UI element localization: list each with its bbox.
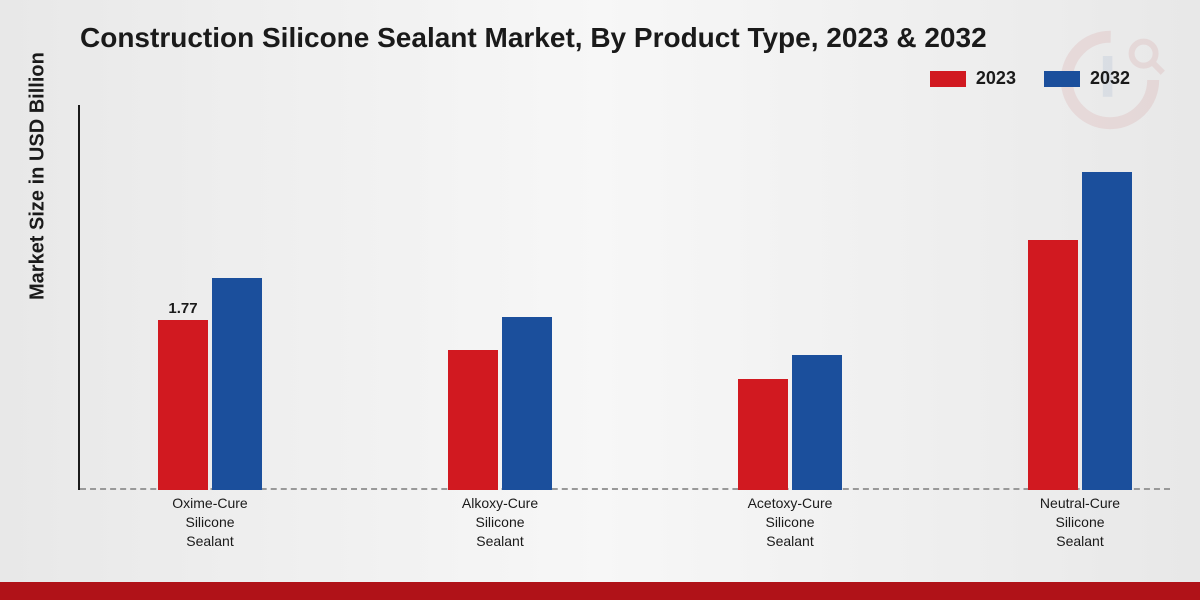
legend-item-2032: 2032 [1044, 68, 1130, 89]
bar-2023-cat2 [738, 379, 788, 490]
bar-2032-cat3 [1082, 172, 1132, 490]
bar-2023-cat3 [1028, 240, 1078, 490]
bar-2023-cat0: 1.77 [158, 320, 208, 490]
x-axis-label: Oxime-CureSiliconeSealant [130, 494, 290, 551]
bar-group [738, 355, 842, 490]
y-axis-label: Market Size in USD Billion [27, 52, 50, 300]
chart-container: Construction Silicone Sealant Market, By… [0, 0, 1200, 600]
x-axis-label: Acetoxy-CureSiliconeSealant [710, 494, 870, 551]
legend-label-2032: 2032 [1090, 68, 1130, 89]
x-axis-label: Alkoxy-CureSiliconeSealant [420, 494, 580, 551]
legend: 2023 2032 [930, 68, 1130, 89]
bar-group: 1.77 [158, 278, 262, 490]
bar-value-label: 1.77 [168, 300, 197, 317]
bar-2032-cat2 [792, 355, 842, 490]
bar-group [1028, 172, 1132, 490]
legend-swatch-2032 [1044, 71, 1080, 87]
legend-label-2023: 2023 [976, 68, 1016, 89]
bar-2032-cat0 [212, 278, 262, 490]
legend-swatch-2023 [930, 71, 966, 87]
legend-item-2023: 2023 [930, 68, 1016, 89]
bar-2032-cat1 [502, 317, 552, 490]
bar-2023-cat1 [448, 350, 498, 490]
bar-group [448, 317, 552, 490]
plot-area: 1.77 [80, 105, 1170, 490]
footer-bar [0, 582, 1200, 600]
x-axis-label: Neutral-CureSiliconeSealant [1000, 494, 1160, 551]
chart-title: Construction Silicone Sealant Market, By… [80, 22, 987, 54]
